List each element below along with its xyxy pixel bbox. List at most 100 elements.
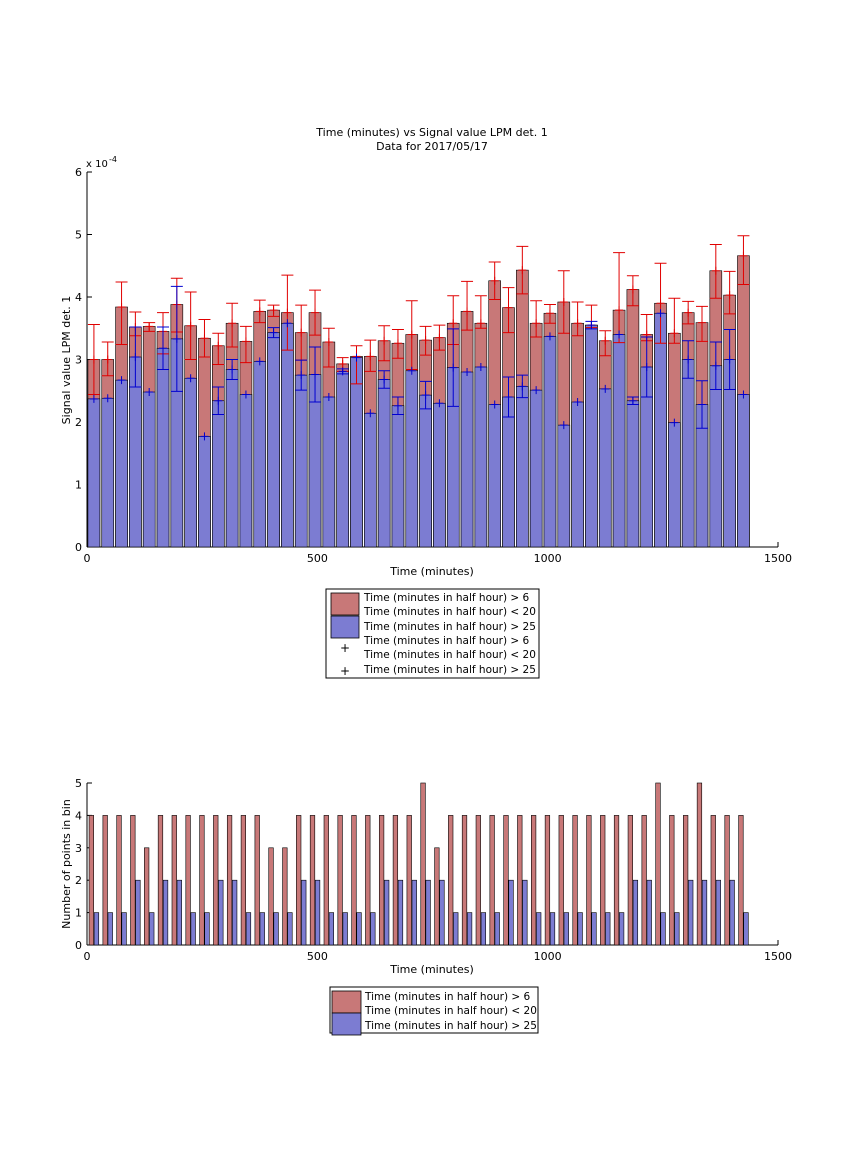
bar-blue bbox=[502, 396, 515, 548]
count-bar-blue bbox=[204, 912, 210, 946]
legend-label-red-line2: Time (minutes in half hour) < 20 bbox=[363, 606, 536, 618]
count-bar-blue bbox=[494, 912, 500, 946]
y-tick-label: 1 bbox=[75, 907, 82, 920]
x-tick-label: 500 bbox=[307, 552, 328, 565]
count-bar-blue bbox=[328, 912, 334, 946]
legend-marker-red: + bbox=[340, 641, 350, 655]
count-bar-blue bbox=[370, 912, 376, 946]
bar-blue bbox=[668, 422, 681, 548]
count-bar-red bbox=[116, 815, 122, 946]
count-bar-blue bbox=[93, 912, 100, 946]
x-axis-label-bottom: Time (minutes) bbox=[389, 963, 474, 976]
bottom-legend: Time (minutes in half hour) > 6 Time (mi… bbox=[329, 986, 539, 1036]
bar-blue bbox=[516, 386, 529, 548]
bar-blue bbox=[101, 397, 115, 548]
count-bar-blue bbox=[301, 879, 307, 946]
count-bar-blue bbox=[287, 912, 293, 946]
count-bar-red bbox=[130, 815, 136, 946]
count-bar-blue bbox=[342, 912, 348, 946]
y-tick-label: 0 bbox=[75, 541, 82, 554]
bar-blue bbox=[225, 369, 239, 548]
bar-blue bbox=[529, 389, 543, 548]
count-bar-blue bbox=[121, 912, 127, 946]
count-bar-red bbox=[558, 815, 564, 946]
bar-blue bbox=[239, 394, 253, 548]
count-bar-blue bbox=[218, 879, 224, 946]
legend-label-red-line1-bottom: Time (minutes in half hour) > 6 bbox=[364, 991, 531, 1003]
bar-blue bbox=[281, 322, 294, 548]
count-bar-red bbox=[268, 847, 274, 946]
count-bar-red bbox=[738, 815, 744, 946]
legend-label-red-line2-bottom: Time (minutes in half hour) < 20 bbox=[364, 1005, 537, 1017]
count-bar-red bbox=[323, 815, 329, 946]
bar-blue bbox=[156, 347, 170, 548]
legend-label-red-line1: Time (minutes in half hour) > 6 bbox=[363, 592, 530, 604]
bar-blue bbox=[267, 332, 280, 548]
count-bar-blue bbox=[549, 912, 556, 946]
count-bar-blue bbox=[591, 912, 597, 946]
count-bar-blue bbox=[384, 879, 390, 946]
count-bar-blue bbox=[356, 912, 362, 946]
count-bar-red bbox=[420, 782, 426, 946]
count-bar-red bbox=[378, 815, 385, 946]
x-tick-label: 1000 bbox=[534, 950, 562, 963]
count-bar-red bbox=[503, 815, 509, 946]
chart-subtitle: Data for 2017/05/17 bbox=[376, 140, 488, 153]
y-tick-label: 4 bbox=[75, 809, 82, 822]
legend-swatch-blue bbox=[330, 615, 360, 639]
count-bar-blue bbox=[660, 912, 666, 946]
bottom-plot-area: 0 500 1000 1500 0 1 2 3 4 5 bbox=[75, 777, 792, 963]
count-bar-red bbox=[710, 815, 716, 946]
count-bar-blue bbox=[536, 912, 542, 946]
x-tick-label: 500 bbox=[307, 950, 328, 963]
count-bar-red bbox=[655, 782, 661, 946]
bar-blue bbox=[543, 336, 557, 548]
bar-blue bbox=[364, 412, 377, 548]
legend-label-bluemark: Time (minutes in half hour) > 25 bbox=[363, 664, 536, 676]
bar-blue bbox=[336, 371, 349, 548]
count-bar-red bbox=[572, 815, 578, 946]
bar-blue bbox=[709, 365, 723, 548]
count-bar-blue bbox=[397, 879, 404, 946]
y-axis-label-bottom: Number of points in bin bbox=[60, 799, 73, 929]
bar-blue bbox=[474, 366, 488, 548]
count-bar-red bbox=[475, 815, 481, 946]
count-bar-red bbox=[448, 815, 454, 946]
legend-label-blue-bottom: Time (minutes in half hour) > 25 bbox=[364, 1020, 537, 1032]
bar-blue bbox=[681, 359, 695, 548]
y-tick-label: 2 bbox=[75, 416, 82, 429]
count-bar-red bbox=[365, 815, 371, 946]
count-bar-blue bbox=[425, 879, 431, 946]
y-tick-label: 6 bbox=[75, 166, 82, 179]
count-bar-red bbox=[102, 815, 108, 946]
count-bar-blue bbox=[577, 912, 583, 946]
y-tick-label: 0 bbox=[75, 939, 82, 952]
bar-blue bbox=[557, 424, 571, 548]
count-bar-blue bbox=[466, 912, 473, 946]
count-bar-blue bbox=[743, 912, 749, 946]
count-bar-red bbox=[641, 815, 647, 946]
legend-swatch-red-bottom bbox=[331, 990, 362, 1014]
y-tick-label: 5 bbox=[75, 229, 82, 242]
y-tick-label: 5 bbox=[75, 777, 82, 790]
count-bar-red bbox=[489, 815, 495, 946]
legend-label-blue: Time (minutes in half hour) > 25 bbox=[363, 621, 536, 633]
count-bar-blue bbox=[135, 879, 141, 946]
count-bar-blue bbox=[439, 879, 445, 946]
count-bar-blue bbox=[632, 879, 639, 946]
count-bar-blue bbox=[522, 879, 528, 946]
bar-blue bbox=[142, 391, 156, 548]
count-bar-red bbox=[627, 815, 633, 946]
top-plot-area: 0 500 1000 1500 0 1 2 3 4 5 6 bbox=[75, 166, 792, 565]
count-bar-red bbox=[199, 815, 205, 946]
count-bar-red bbox=[406, 815, 412, 946]
count-bar-red bbox=[434, 847, 440, 946]
count-bar-red bbox=[254, 815, 260, 946]
bottom-chart: Time (minutes) Number of points in bin 0… bbox=[60, 777, 792, 976]
legend-label-redmark-line1: Time (minutes in half hour) > 6 bbox=[363, 635, 530, 647]
bar-blue bbox=[571, 401, 584, 548]
count-bar-red bbox=[600, 815, 606, 946]
bar-blue bbox=[115, 379, 128, 548]
count-bar-blue bbox=[245, 912, 252, 946]
y-tick-label: 2 bbox=[75, 874, 82, 887]
